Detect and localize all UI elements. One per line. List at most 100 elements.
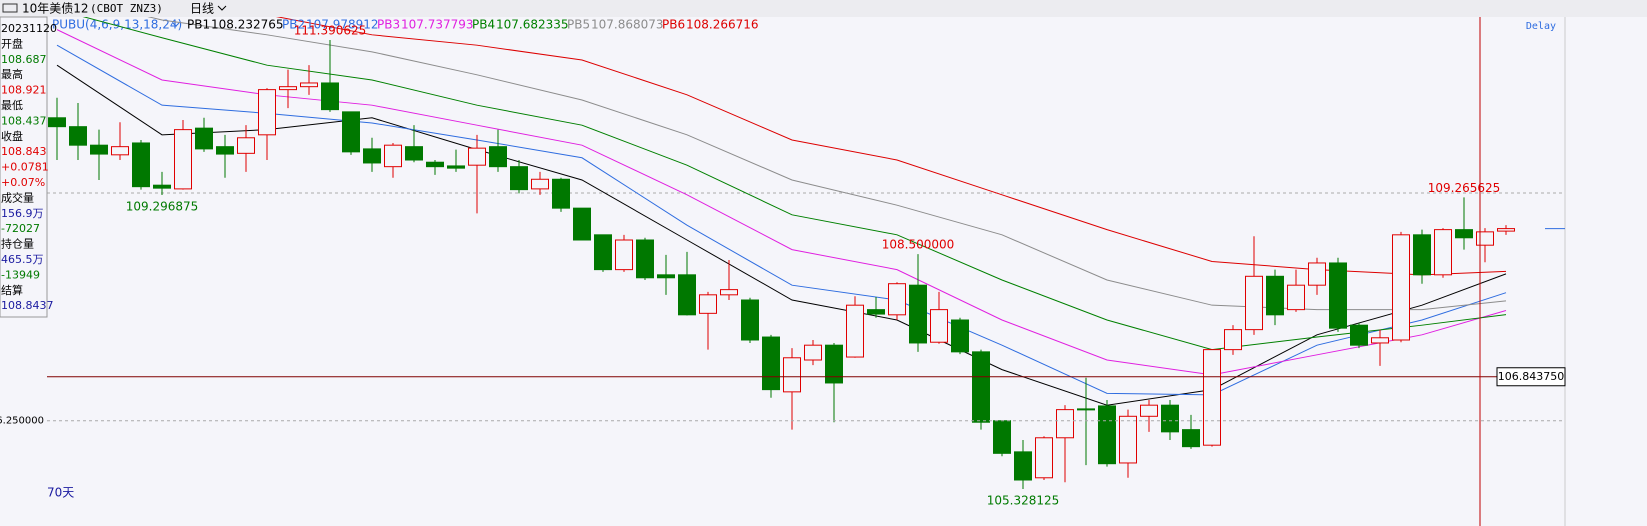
indicator-arrow[interactable] [172,22,180,27]
candle-body [783,357,801,393]
candle-body [636,239,654,279]
candle-body [153,184,171,189]
candle-body [300,82,318,88]
delay: Delay [1526,21,1556,32]
legend-name: PB1 [187,18,210,32]
candle-body [1035,437,1053,479]
legend-name: PB2 [282,18,305,32]
candle-body [1119,415,1137,464]
candle-body [888,283,906,316]
period[interactable]: 日线 [190,2,214,16]
candle-body [447,165,465,169]
sidebar-box [0,16,48,318]
candle-body [1455,229,1473,239]
candle-body [1287,284,1305,311]
candle-body [132,142,150,188]
legend-name: PB3 [377,18,400,32]
candle-body [48,117,66,128]
candle-body [1098,405,1116,465]
indicator-line [56,29,1507,376]
sidebar-item: 465.5万 [1,253,44,266]
sidebar-item: 持仓量 [1,237,34,251]
candle-body [972,351,990,423]
candle-body [867,309,885,315]
candle-body [1203,349,1221,446]
indicator-name[interactable]: PUBU(4,6,9,13,18,24) [52,18,182,32]
candle-body [1182,429,1200,448]
sidebar-item: 成交量 [1,190,34,204]
candle-body [678,274,696,316]
candle-body [1308,262,1326,286]
candle-body [279,86,297,91]
candle-body [1224,329,1242,351]
code[interactable]: (CBOT ZNZ3) [90,2,163,15]
y-tick-label: 106.250000 [0,416,44,427]
sidebar-item: +0.07% [1,176,45,189]
candle-body [615,239,633,271]
candle-body [216,146,234,155]
sidebar-item: 最低 [1,99,23,112]
sidebar-item: 108.437 [1,114,47,127]
candle-body [594,234,612,271]
indicator-line [275,17,1507,276]
candle-body [468,147,486,166]
candle-body [1329,262,1347,329]
candle-body [825,344,843,384]
candle-body [426,161,444,168]
candle-body [342,111,360,153]
extreme-label: 111.390625 [294,23,367,37]
sidebar-item: 最高 [1,67,23,81]
candle-body [1413,234,1431,276]
sidebar-item: 20231120 [1,22,57,35]
candle-body [384,144,402,168]
candle-body [258,89,276,136]
extreme-label: 109.296875 [126,200,199,214]
candle-body [69,126,87,146]
candle-body [1350,324,1368,346]
title: 10年美债12 [22,2,89,16]
candle-body [657,274,675,279]
sidebar-item: 108.687 [1,53,47,66]
candle-body [1161,404,1179,433]
candle-body [804,344,822,361]
candle-body [111,146,129,156]
candle-body [1434,229,1452,276]
legend-value: 107.737793 [401,18,474,32]
extreme-label: 105.328125 [987,494,1060,508]
candle-body [573,207,591,241]
candle-body [405,146,423,161]
title-bar [0,0,1647,17]
candle-body [321,82,339,111]
candle-body [489,146,507,168]
icon [2,3,18,13]
candle-body [1056,409,1074,439]
sidebar-item: 结算 [1,283,23,297]
sidebar-item: -13949 [1,268,40,281]
crosshair-label: 106.843750 [1498,370,1564,383]
sidebar-item: 开盘 [1,36,23,50]
candle-body [237,137,255,154]
candle-body [90,144,108,155]
indicator-line [56,64,1507,406]
indicator-line [82,17,1507,351]
extreme-label: 108.500000 [882,238,955,252]
crosshair-box [1496,367,1566,387]
candle-body [531,178,549,190]
sidebar-item: 108.843 [1,145,47,158]
extreme-label: 109.265625 [1428,181,1501,195]
candle-body [699,294,717,314]
candle-body [195,127,213,150]
legend-name: PB5 [567,18,590,32]
candle-body [1077,408,1095,411]
legend-name: PB4 [472,18,495,32]
dropdown-arrow[interactable] [217,5,227,11]
sidebar-item: +0.0781 [1,161,49,174]
legend-value: 107.868073 [591,18,664,32]
legend-name: PB6 [662,18,685,32]
sidebar-item: 108.921 [1,84,47,97]
legend-value: 108.266716 [686,18,759,32]
candle-body [510,166,528,191]
candle-body [741,299,759,341]
